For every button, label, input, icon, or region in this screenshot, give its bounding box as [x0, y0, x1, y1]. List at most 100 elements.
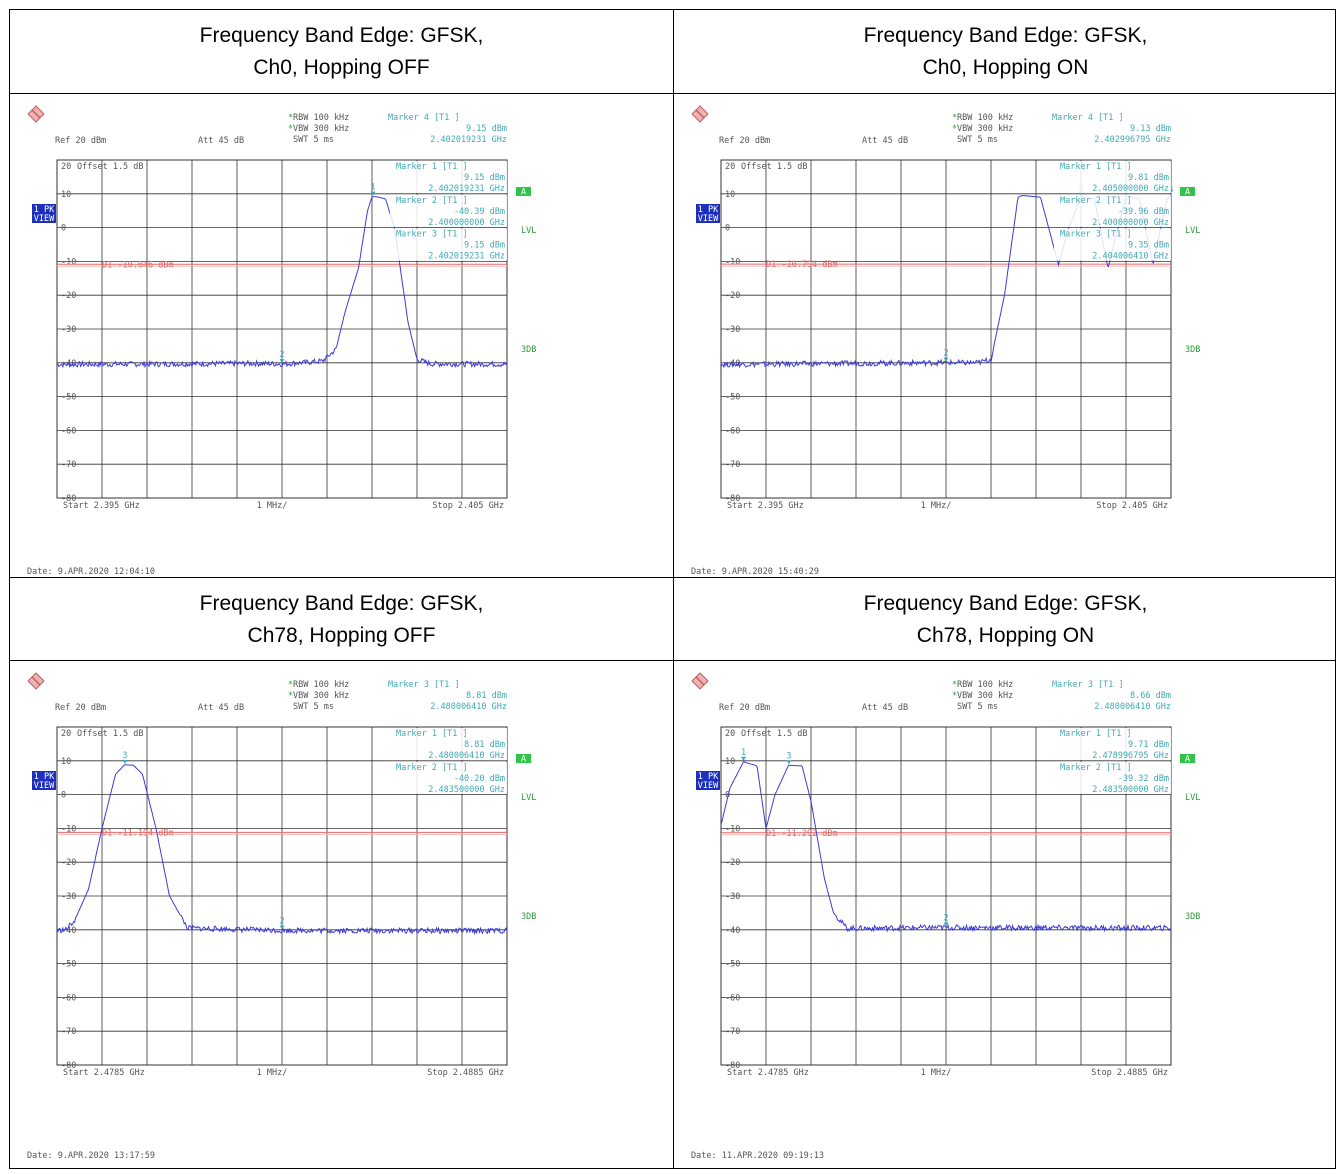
row-divider — [10, 93, 1335, 94]
frequency-per-division: 1 MHz/ — [921, 1068, 952, 1078]
start-frequency: Start 2.395 GHz — [63, 501, 140, 511]
marker-frequency: 2.400000000 GHz — [1092, 218, 1169, 228]
attenuation: Att 45 dB — [862, 703, 908, 713]
marker-frequency: 2.483500000 GHz — [1092, 785, 1169, 795]
trace-a-label: A — [521, 188, 526, 198]
trace-a-label: A — [1185, 188, 1190, 198]
vbw-star: * — [288, 691, 293, 701]
marker-level: 9.15 dBm — [464, 173, 505, 183]
panel-title: Frequency Band Edge: GFSK, Ch0, Hopping … — [10, 10, 673, 93]
lvl-side-label: LVL — [1185, 226, 1200, 236]
y-axis-tick-label: -50 — [61, 960, 76, 970]
marker-point — [943, 357, 949, 362]
trace-a-badge — [516, 187, 531, 196]
y-axis-tick-label: -30 — [61, 892, 76, 902]
vbw-setting: VBW 300 kHz — [293, 124, 349, 134]
capture-date: Date: 11.APR.2020 09:19:13 — [691, 1151, 824, 1161]
lvl-side-label: LVL — [521, 793, 536, 803]
marker-level: 8.66 dBm — [1130, 691, 1171, 701]
y-axis-tick-label: -50 — [61, 393, 76, 403]
lvl-side-label: LVL — [521, 226, 536, 236]
spectrum-analyzer-screenshot: Ref 20 dBm Att 45 dB * RBW 100 kHz* VBW 300 … — [27, 672, 536, 1161]
trace-mode-badge — [32, 204, 56, 223]
title-line-1: Frequency Band Edge: GFSK, — [199, 23, 484, 47]
y-axis-tick-label: 10 — [725, 757, 735, 767]
marker-point — [786, 760, 792, 765]
sweep-time: SWT 5 ms — [293, 135, 334, 145]
rbw-setting: RBW 100 kHz — [957, 113, 1013, 123]
row-divider — [10, 660, 1335, 661]
y-axis-tick-label: -10 — [725, 824, 740, 834]
y-axis-tick-label: -20 — [61, 858, 76, 868]
spectrum-trace — [56, 764, 508, 936]
marker-level: 9.15 dBm — [464, 241, 505, 251]
offset-label: Offset 1.5 dB — [77, 729, 144, 739]
marker-level: 9.15 dBm — [466, 124, 507, 134]
vbw-star: * — [288, 124, 293, 134]
report-table: Frequency Band Edge: GFSK, Ch0, Hopping … — [9, 9, 1336, 1169]
attenuation: Att 45 dB — [198, 703, 244, 713]
marker-label: Marker 1 [T1 ] — [1060, 162, 1132, 172]
y-axis-tick-label: 10 — [61, 190, 71, 200]
rbw-setting: RBW 100 kHz — [293, 113, 349, 123]
stop-frequency: Stop 2.405 GHz — [432, 501, 504, 511]
marker-readout-background — [1054, 761, 1171, 794]
frequency-per-division: 1 MHz/ — [257, 1068, 288, 1078]
marker-frequency: 2.402019231 GHz — [428, 252, 505, 262]
analyzer-logo-icon — [695, 676, 705, 686]
reference-level: Ref 20 dBm — [55, 136, 106, 146]
panel-title: Frequency Band Edge: GFSK, Ch78, Hopping… — [10, 578, 673, 661]
marker-level: 9.71 dBm — [1128, 740, 1169, 750]
title-line-1: Frequency Band Edge: GFSK, — [199, 591, 484, 615]
spectrum-analyzer-screenshot: Ref 20 dBm Att 45 dB * RBW 100 kHz* VBW 300 … — [691, 105, 1200, 577]
sweep-time: SWT 5 ms — [293, 702, 334, 712]
y-axis-tick-label: -30 — [725, 325, 740, 335]
start-frequency: Start 2.395 GHz — [727, 501, 804, 511]
marker-point — [370, 191, 376, 196]
marker-point — [279, 359, 285, 364]
row-divider — [10, 577, 1335, 578]
title-line-1: Frequency Band Edge: GFSK, — [863, 591, 1148, 615]
d1-label: D1 -10.846 dBm — [102, 260, 174, 270]
capture-date: Date: 9.APR.2020 15:40:29 — [691, 567, 819, 577]
y-axis-tick-label: 10 — [725, 190, 735, 200]
marker-readout-background — [1054, 228, 1171, 261]
frequency-per-division: 1 MHz/ — [257, 501, 288, 511]
y-axis-tick-label: -60 — [725, 993, 740, 1003]
y-axis-tick-label: 0 — [725, 224, 730, 234]
marker-label: Marker 3 [T1 ] — [388, 680, 460, 690]
marker-level: 9.13 dBm — [1130, 124, 1171, 134]
rbw-star: * — [952, 680, 957, 690]
trace-mode-line-1: 1 PK — [34, 205, 55, 215]
panel-title: Frequency Band Edge: GFSK, Ch78, Hopping… — [674, 578, 1337, 661]
marker-number: 1 — [741, 748, 746, 758]
y-axis-tick-label: -70 — [725, 1027, 740, 1037]
d1-label: D1 -11.194 dBm — [102, 828, 174, 838]
trace-mode-line-2: VIEW — [34, 214, 55, 224]
marker-label: Marker 2 [T1 ] — [396, 763, 468, 773]
offset-label: Offset 1.5 dB — [77, 162, 144, 172]
threedb-side-label: 3DB — [1185, 345, 1200, 355]
marker-label: Marker 1 [T1 ] — [1060, 729, 1132, 739]
marker-number: 2 — [279, 916, 284, 926]
trace-mode-line-2: VIEW — [698, 214, 719, 224]
marker-frequency: 2.480006410 GHz — [1094, 702, 1171, 712]
y-axis-tick-label: -70 — [61, 1027, 76, 1037]
rbw-star: * — [288, 680, 293, 690]
marker-level: -39.96 dBm — [1118, 207, 1169, 217]
trace-a-label: A — [521, 755, 526, 765]
rbw-star: * — [952, 113, 957, 123]
marker-number: 2 — [279, 350, 284, 360]
trace-mode-badge — [32, 771, 56, 790]
marker-readout-background — [1054, 161, 1171, 193]
y-axis-tick-label: -30 — [61, 325, 76, 335]
spectrum-plot-panel: Ref 20 dBm Att 45 dB * RBW 100 kHz * VBW 300 … — [674, 661, 1337, 1169]
sweep-time: SWT 5 ms — [957, 135, 998, 145]
y-axis-tick-label: -70 — [61, 460, 76, 470]
spectrum-plot-panel: Ref 20 dBm Att 45 dB * RBW 100 kHz * VBW 300 … — [674, 94, 1337, 577]
marker-level: 8.81 dBm — [464, 740, 505, 750]
attenuation: Att 45 dB — [862, 136, 908, 146]
marker-frequency: 2.480006410 GHz — [428, 751, 505, 761]
trace-mode-badge — [696, 771, 720, 790]
analyzer-logo-icon — [695, 109, 705, 119]
